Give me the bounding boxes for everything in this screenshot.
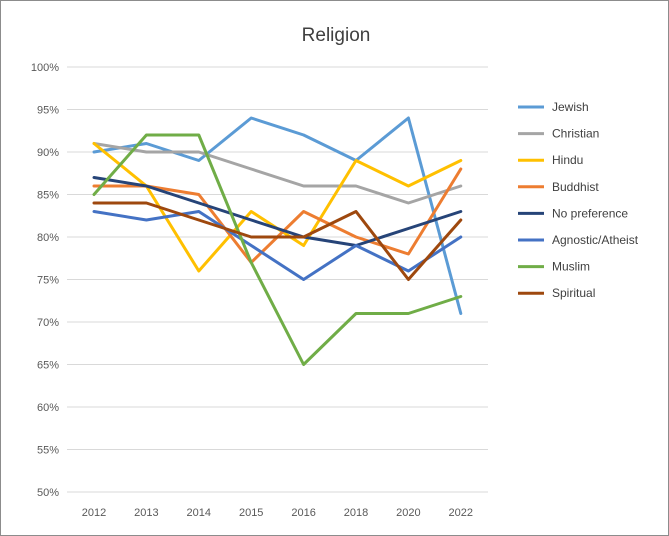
x-tick-label: 2013 — [134, 507, 158, 519]
legend-item: Jewish — [518, 100, 589, 114]
x-tick-label: 2012 — [82, 507, 106, 519]
legend-item: No preference — [518, 206, 628, 220]
legend-item: Hindu — [518, 153, 583, 167]
series-line-agnostic-atheist — [92, 210, 463, 281]
y-axis-ticks: 50% 55% 60% 65% 70% 75% 80% 85% 90% 95% 100% — [31, 62, 59, 499]
series-line-buddhist — [92, 167, 463, 264]
y-tick-label: 75% — [37, 275, 59, 287]
series-line-jewish — [92, 116, 463, 315]
legend-label: Spiritual — [552, 286, 595, 300]
legend-item: Christian — [518, 127, 599, 141]
y-tick-label: 70% — [37, 317, 59, 329]
legend-item: Spiritual — [518, 286, 595, 300]
legend-item: Buddhist — [518, 180, 599, 194]
y-tick-label: 100% — [31, 62, 59, 74]
legend-label: Jewish — [552, 100, 589, 114]
legend-item: Agnostic/Atheist — [518, 233, 639, 247]
x-tick-label: 2022 — [449, 507, 473, 519]
x-axis-ticks: 2012 2013 2014 2015 2016 2018 2020 2022 — [82, 507, 473, 519]
y-tick-label: 50% — [37, 487, 59, 499]
legend-label: Agnostic/Atheist — [552, 233, 639, 247]
chart-title: Religion — [302, 25, 371, 46]
series-line-no-preference — [92, 176, 463, 247]
series-line-christian — [92, 142, 463, 205]
x-tick-label: 2014 — [187, 507, 211, 519]
legend-label: No preference — [552, 206, 628, 220]
series-line-spiritual — [92, 201, 463, 281]
x-tick-label: 2016 — [291, 507, 315, 519]
legend: Jewish Christian Hindu Buddhist No preferenc… — [518, 100, 639, 300]
x-tick-label: 2020 — [396, 507, 420, 519]
legend-item: Muslim — [518, 260, 590, 274]
x-tick-label: 2015 — [239, 507, 263, 519]
y-tick-label: 85% — [37, 190, 59, 202]
y-tick-label: 80% — [37, 232, 59, 244]
y-tick-label: 60% — [37, 402, 59, 414]
y-tick-label: 65% — [37, 360, 59, 372]
legend-label: Christian — [552, 127, 599, 141]
legend-label: Hindu — [552, 153, 583, 167]
x-tick-label: 2018 — [344, 507, 368, 519]
series-lines — [92, 116, 463, 366]
legend-label: Buddhist — [552, 180, 599, 194]
legend-label: Muslim — [552, 260, 590, 274]
y-tick-label: 90% — [37, 147, 59, 159]
series-line-muslim — [92, 133, 463, 366]
y-tick-label: 95% — [37, 105, 59, 117]
y-tick-label: 55% — [37, 445, 59, 457]
gridlines — [67, 66, 488, 493]
